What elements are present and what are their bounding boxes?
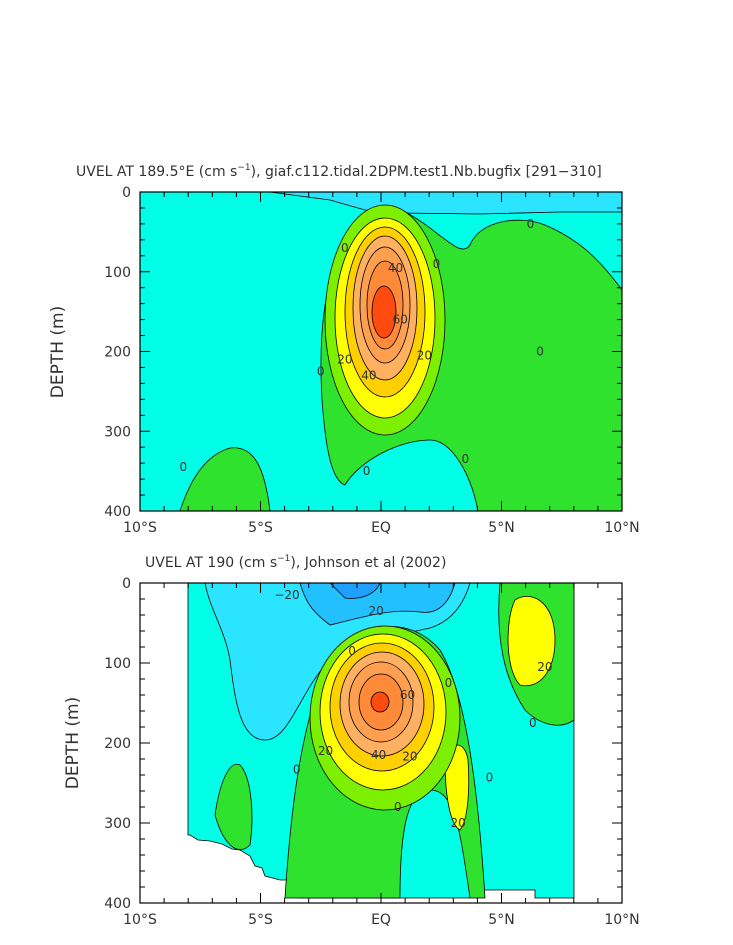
bottom-strong-negative-region bbox=[299, 583, 456, 626]
bottom-y-tick-label: 400 bbox=[104, 896, 131, 912]
bottom-contour-label: 0 bbox=[529, 716, 537, 730]
bottom-contour-label: 0 bbox=[445, 676, 453, 690]
top-panel-title: UVEL AT 189.5°E (cm s−1), giaf.c112.tida… bbox=[76, 163, 602, 180]
bottom-contour-label: 60 bbox=[400, 688, 415, 702]
top-contour-label: 20 bbox=[417, 348, 432, 362]
bottom-x-tick-label: 5°S bbox=[248, 912, 273, 928]
bottom-secondary-max bbox=[444, 744, 470, 831]
top-contour-label: 0 bbox=[433, 257, 441, 271]
top-x-tick-label: 10°N bbox=[604, 520, 639, 536]
top-x-tick-label: 10°S bbox=[123, 520, 157, 536]
bottom-y-axis-label: DEPTH (m) bbox=[63, 697, 83, 789]
bottom-contour-label: 0 bbox=[486, 770, 494, 784]
bottom-contour-label: 20 bbox=[318, 744, 333, 758]
top-contour-label: 0 bbox=[341, 241, 349, 255]
top-y-tick-label: 300 bbox=[104, 424, 131, 440]
top-y-axis-label: DEPTH (m) bbox=[48, 306, 68, 398]
top-contour-label: 60 bbox=[393, 313, 408, 327]
bottom-y-tick-label: 0 bbox=[122, 576, 131, 592]
top-panel-plot-area: 0 40 0 0 60 20 40 20 0 0 0 0 0 bbox=[140, 192, 622, 511]
top-contour-label: 0 bbox=[317, 364, 325, 378]
bottom-panel-plot-area: −20 20 0 60 0 20 0 20 40 20 0 0 0 20 bbox=[187, 583, 575, 899]
top-contour-label: 40 bbox=[388, 261, 403, 275]
bottom-northeast-max bbox=[507, 596, 556, 687]
top-y-tick-label: 400 bbox=[104, 504, 131, 520]
top-y-tick-label: 200 bbox=[104, 345, 131, 361]
top-contour-label: 0 bbox=[527, 217, 535, 231]
top-y-tick-label: 0 bbox=[122, 185, 131, 201]
bottom-y-tick-label: 100 bbox=[104, 656, 131, 672]
top-contour-label: 0 bbox=[462, 452, 470, 466]
top-jet-core bbox=[371, 285, 397, 339]
bottom-contour-label: 40 bbox=[371, 748, 386, 762]
bottom-panel-title: UVEL AT 190 (cm s−1), Johnson et al (200… bbox=[145, 554, 446, 571]
top-contour-label: 0 bbox=[536, 344, 544, 358]
top-contour-label: 0 bbox=[363, 464, 371, 478]
bottom-contour-label: 20 bbox=[450, 816, 465, 830]
top-x-tick-label: EQ bbox=[371, 520, 391, 536]
bottom-jet-core bbox=[370, 691, 390, 713]
bottom-contour-label: 0 bbox=[348, 644, 356, 658]
top-x-tick-label: 5°N bbox=[488, 520, 514, 536]
bottom-x-tick-label: 10°S bbox=[123, 912, 157, 928]
bottom-contour-label: 20 bbox=[537, 660, 552, 674]
top-contour-labels: 0 40 0 0 60 20 40 20 0 0 0 0 0 bbox=[180, 217, 544, 478]
top-y-tick-label: 100 bbox=[104, 265, 131, 281]
top-contour-label: 20 bbox=[337, 352, 352, 366]
bottom-y-tick-label: 300 bbox=[104, 816, 131, 832]
top-contour-label: 40 bbox=[361, 368, 376, 382]
bottom-x-tick-label: 10°N bbox=[604, 912, 639, 928]
bottom-contour-label: −20 bbox=[274, 588, 299, 602]
top-panel: UVEL AT 189.5°E (cm s−1), giaf.c112.tida… bbox=[48, 163, 640, 536]
bottom-contour-labels: −20 20 0 60 0 20 0 20 40 20 0 0 0 20 bbox=[274, 588, 552, 830]
bottom-contour-label: 0 bbox=[293, 762, 301, 776]
top-contour-label: 0 bbox=[180, 460, 188, 474]
bottom-negative-surface-region bbox=[204, 583, 471, 741]
top-x-tick-label: 5°S bbox=[248, 520, 273, 536]
bottom-x-tick-label: 5°N bbox=[488, 912, 514, 928]
top-southwest-positive-lobe bbox=[179, 447, 271, 511]
bottom-contour-label: 20 bbox=[402, 750, 417, 764]
bottom-contour-label: 0 bbox=[394, 800, 402, 814]
bottom-y-tick-label: 200 bbox=[104, 736, 131, 752]
bottom-southwest-positive-lobe bbox=[214, 763, 253, 850]
bottom-contour-label: 20 bbox=[369, 604, 384, 618]
bottom-panel: UVEL AT 190 (cm s−1), Johnson et al (200… bbox=[63, 554, 640, 928]
bottom-x-tick-label: EQ bbox=[371, 912, 391, 928]
top-negative-surface-region bbox=[269, 192, 622, 215]
